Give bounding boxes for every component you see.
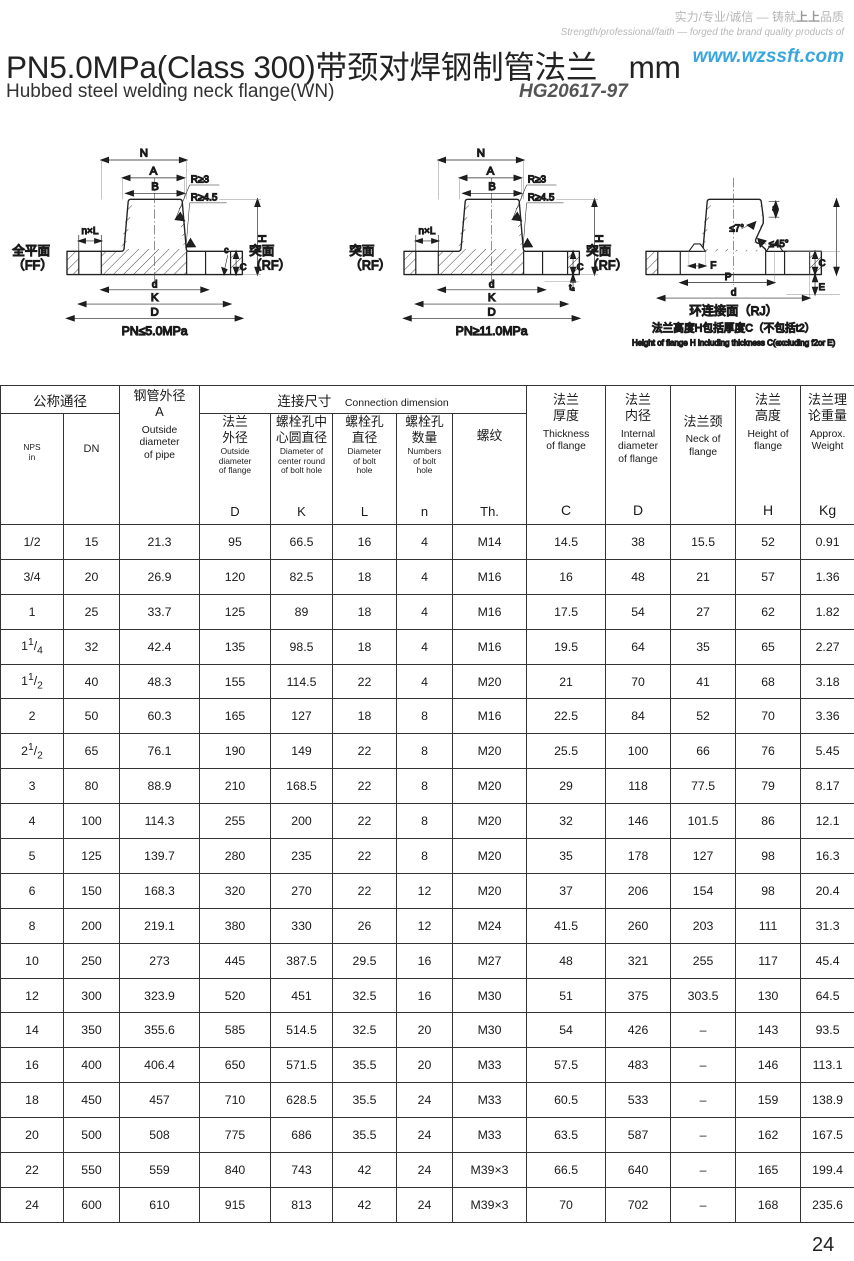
svg-text:Height of flange H including t: Height of flange H including thickness C…: [632, 339, 836, 348]
svg-text:N: N: [140, 148, 148, 159]
svg-text:C: C: [240, 262, 247, 273]
svg-text:K: K: [488, 292, 496, 304]
svg-text:P: P: [725, 272, 732, 283]
svg-text:B: B: [488, 181, 496, 193]
svg-text:C: C: [819, 258, 826, 269]
svg-text:C: C: [577, 262, 584, 273]
svg-text:R≥3: R≥3: [528, 175, 547, 186]
svg-text:PN≤5.0MPa: PN≤5.0MPa: [122, 324, 188, 338]
svg-text:t₂: t₂: [569, 282, 575, 292]
svg-text:n×L: n×L: [81, 226, 98, 237]
svg-text:A: A: [487, 165, 495, 177]
svg-text:（RF）: （RF）: [349, 259, 391, 273]
svg-text:D: D: [487, 306, 495, 318]
svg-text:d: d: [152, 279, 158, 290]
svg-text:R≥3: R≥3: [191, 175, 210, 186]
svg-text:（FF）: （FF）: [12, 259, 53, 273]
svg-text:F: F: [710, 260, 716, 271]
svg-text:n×L: n×L: [418, 226, 435, 237]
svg-text:B: B: [151, 181, 159, 193]
svg-text:R≥4.5: R≥4.5: [528, 192, 555, 203]
svg-text:突面: 突面: [249, 243, 274, 258]
svg-text:全平面: 全平面: [12, 243, 50, 258]
svg-text:N: N: [477, 148, 485, 159]
svg-text:d: d: [731, 288, 737, 299]
svg-text:环连接面（RJ）: 环连接面（RJ）: [689, 303, 777, 318]
svg-text:c: c: [224, 245, 229, 255]
svg-text:R≥4.5: R≥4.5: [191, 192, 218, 203]
svg-text:d: d: [489, 279, 495, 290]
svg-text:H: H: [257, 234, 269, 242]
svg-text:E: E: [819, 282, 825, 293]
svg-text:D: D: [150, 306, 158, 318]
svg-text:a: a: [772, 203, 777, 213]
svg-text:≤45°: ≤45°: [769, 239, 789, 250]
svg-text:（RF）: （RF）: [586, 259, 628, 273]
svg-text:突面: 突面: [586, 243, 611, 258]
svg-text:K: K: [151, 292, 159, 304]
svg-text:突面: 突面: [349, 243, 374, 258]
svg-text:H: H: [594, 234, 606, 242]
svg-text:PN≥11.0MPa: PN≥11.0MPa: [456, 324, 528, 338]
svg-text:A: A: [150, 165, 158, 177]
svg-text:（RF）: （RF）: [249, 259, 291, 273]
svg-text:法兰高度H包括厚度C（不包括t2）: 法兰高度H包括厚度C（不包括t2）: [652, 321, 816, 334]
